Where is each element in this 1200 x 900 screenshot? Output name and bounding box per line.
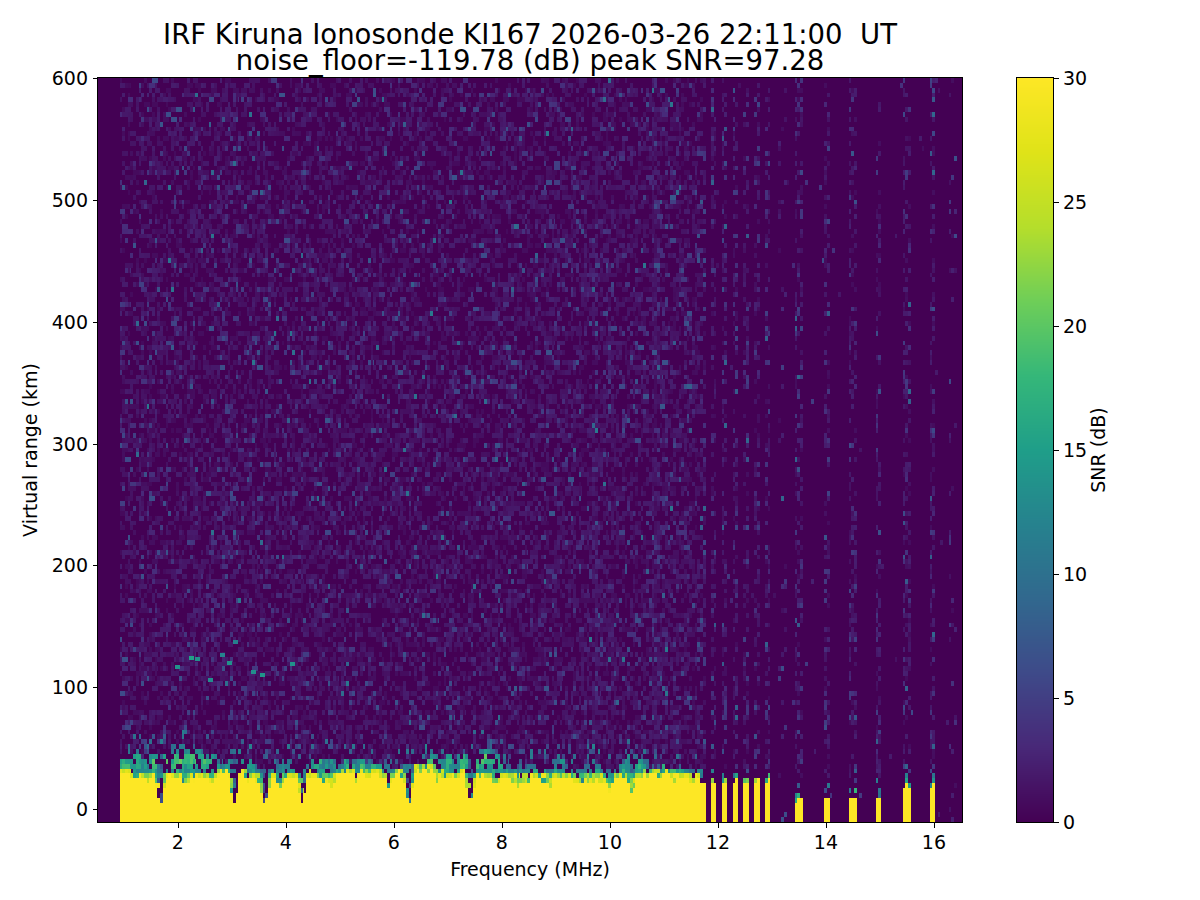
colorbar-tick: [1054, 78, 1059, 79]
colorbar-tick: [1054, 202, 1059, 203]
y-tick-label: 100: [28, 676, 88, 698]
chart-subtitle: noise_floor=-119.78 (dB) peak SNR=97.28: [98, 44, 962, 76]
y-tick: [93, 200, 98, 201]
colorbar-tick-label: 0: [1063, 811, 1075, 833]
x-tick: [286, 823, 287, 828]
colorbar-tick-label: 10: [1063, 563, 1087, 585]
colorbar-tick-label: 25: [1063, 191, 1087, 213]
colorbar-tick-label: 5: [1063, 687, 1075, 709]
y-tick: [93, 687, 98, 688]
x-tick: [826, 823, 827, 828]
x-tick-label: 12: [706, 831, 730, 853]
y-tick: [93, 322, 98, 323]
y-tick: [93, 809, 98, 810]
x-tick: [178, 823, 179, 828]
heatmap-canvas: [98, 78, 962, 822]
y-tick: [93, 565, 98, 566]
y-tick-label: 200: [28, 554, 88, 576]
figure: IRF Kiruna Ionosonde KI167 2026-03-26 22…: [0, 0, 1200, 900]
x-tick-label: 14: [814, 831, 838, 853]
colorbar-tick-label: 15: [1063, 439, 1087, 461]
x-tick: [934, 823, 935, 828]
y-axis-label: Virtual range (km): [19, 363, 41, 537]
x-tick: [502, 823, 503, 828]
y-tick-label: 600: [28, 67, 88, 89]
x-tick-label: 6: [388, 831, 400, 853]
x-tick: [610, 823, 611, 828]
colorbar-label: SNR (dB): [1087, 407, 1109, 492]
x-tick-label: 2: [172, 831, 184, 853]
y-tick: [93, 444, 98, 445]
colorbar-tick: [1054, 574, 1059, 575]
y-tick-label: 500: [28, 189, 88, 211]
y-tick-label: 400: [28, 311, 88, 333]
x-tick-label: 16: [922, 831, 946, 853]
colorbar: [1016, 77, 1054, 823]
x-axis-label: Frequency (MHz): [98, 858, 962, 880]
x-tick-label: 4: [280, 831, 292, 853]
heatmap-plot: [97, 77, 963, 823]
y-tick: [93, 78, 98, 79]
colorbar-tick: [1054, 326, 1059, 327]
colorbar-tick-label: 20: [1063, 315, 1087, 337]
colorbar-tick: [1054, 698, 1059, 699]
colorbar-tick-label: 30: [1063, 67, 1087, 89]
x-tick: [718, 823, 719, 828]
y-tick-label: 0: [28, 798, 88, 820]
x-tick-label: 8: [496, 831, 508, 853]
x-tick: [394, 823, 395, 828]
colorbar-tick: [1054, 450, 1059, 451]
x-tick-label: 10: [598, 831, 622, 853]
colorbar-tick: [1054, 822, 1059, 823]
colorbar-gradient: [1017, 78, 1053, 822]
